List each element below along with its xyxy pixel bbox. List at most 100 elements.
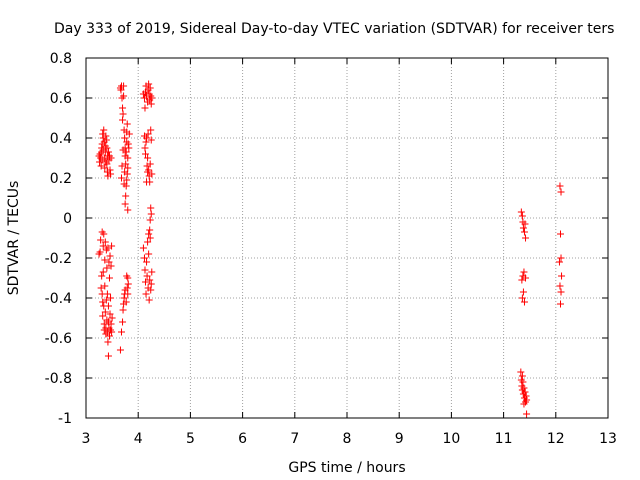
data-point	[124, 206, 132, 214]
data-point	[558, 272, 566, 280]
data-point	[105, 274, 113, 282]
data-point	[144, 130, 152, 138]
data-point	[124, 164, 132, 172]
data-point	[104, 244, 112, 252]
data-point	[119, 116, 127, 124]
data-point	[104, 302, 112, 310]
data-point	[522, 274, 530, 282]
data-point	[519, 378, 527, 386]
data-point	[121, 168, 129, 176]
data-point	[145, 80, 153, 88]
data-point	[124, 140, 132, 148]
data-point	[104, 338, 112, 346]
series-cluster-4.2h	[139, 80, 156, 304]
data-point	[124, 274, 132, 282]
data-point	[523, 410, 531, 418]
data-point	[119, 146, 127, 154]
data-point	[146, 84, 154, 92]
data-point	[100, 126, 108, 134]
y-tick-label: -0.2	[45, 251, 72, 267]
series-cluster-12.1h	[555, 182, 566, 308]
data-point	[104, 148, 112, 156]
data-point	[520, 228, 528, 236]
x-tick-label: 8	[343, 431, 352, 447]
data-point	[122, 160, 130, 168]
data-point	[146, 226, 154, 234]
data-point	[522, 234, 530, 242]
data-point	[98, 272, 106, 280]
data-point	[97, 284, 105, 292]
data-point	[106, 252, 114, 260]
data-point	[521, 388, 529, 396]
data-point	[120, 180, 128, 188]
data-point	[124, 154, 132, 162]
data-point	[117, 86, 125, 94]
data-point	[123, 120, 131, 128]
data-point	[121, 134, 129, 142]
y-tick-label: 0.6	[50, 91, 72, 107]
data-point	[148, 268, 156, 276]
x-tick-label: 5	[186, 431, 195, 447]
data-point	[147, 210, 155, 218]
series-cluster-3.7h	[116, 82, 133, 354]
data-point	[119, 110, 127, 118]
data-point	[143, 272, 151, 280]
y-tick-label: 0	[63, 211, 72, 227]
data-point	[122, 192, 130, 200]
data-point	[143, 258, 151, 266]
x-tick-label: 6	[238, 431, 247, 447]
data-point	[102, 132, 110, 140]
data-point	[148, 170, 156, 178]
series-cluster-11.4h	[517, 208, 531, 418]
data-point	[124, 280, 132, 288]
data-point	[101, 256, 109, 264]
data-point	[124, 290, 132, 298]
data-point	[119, 306, 127, 314]
data-point	[143, 178, 151, 186]
data-point	[518, 372, 526, 380]
x-tick-label: 11	[495, 431, 513, 447]
data-point	[517, 208, 525, 216]
y-tick-label: -1	[58, 411, 72, 427]
data-point	[107, 294, 115, 302]
data-point	[96, 248, 104, 256]
data-point	[106, 166, 114, 174]
data-point	[145, 230, 153, 238]
x-tick-label: 10	[442, 431, 460, 447]
data-point	[522, 392, 530, 400]
x-tick-label: 9	[395, 431, 404, 447]
data-point	[555, 258, 563, 266]
grid	[86, 58, 608, 418]
data-point	[103, 264, 111, 272]
data-point	[107, 320, 115, 328]
data-point	[99, 242, 107, 250]
data-point	[103, 290, 111, 298]
data-point	[146, 276, 154, 284]
data-point	[119, 318, 127, 326]
data-point	[108, 328, 116, 336]
y-tick-label: 0.8	[50, 51, 72, 67]
data-point	[102, 296, 110, 304]
data-point	[107, 262, 115, 270]
data-point	[101, 164, 109, 172]
data-point	[141, 266, 149, 274]
x-tick-label: 13	[599, 431, 617, 447]
data-point	[118, 162, 126, 170]
data-point	[141, 144, 149, 152]
data-point	[145, 296, 153, 304]
data-point	[105, 258, 113, 266]
data-point	[144, 238, 152, 246]
data-point	[97, 162, 105, 170]
data-point	[117, 328, 125, 336]
data-point	[108, 242, 116, 250]
data-point	[520, 268, 528, 276]
data-point	[121, 200, 129, 208]
data-point	[100, 230, 108, 238]
data-point	[125, 144, 133, 152]
data-point	[100, 320, 108, 328]
data-point	[119, 104, 127, 112]
data-point	[141, 104, 149, 112]
data-point	[523, 396, 531, 404]
x-tick-label: 12	[547, 431, 565, 447]
data-point	[99, 298, 107, 306]
